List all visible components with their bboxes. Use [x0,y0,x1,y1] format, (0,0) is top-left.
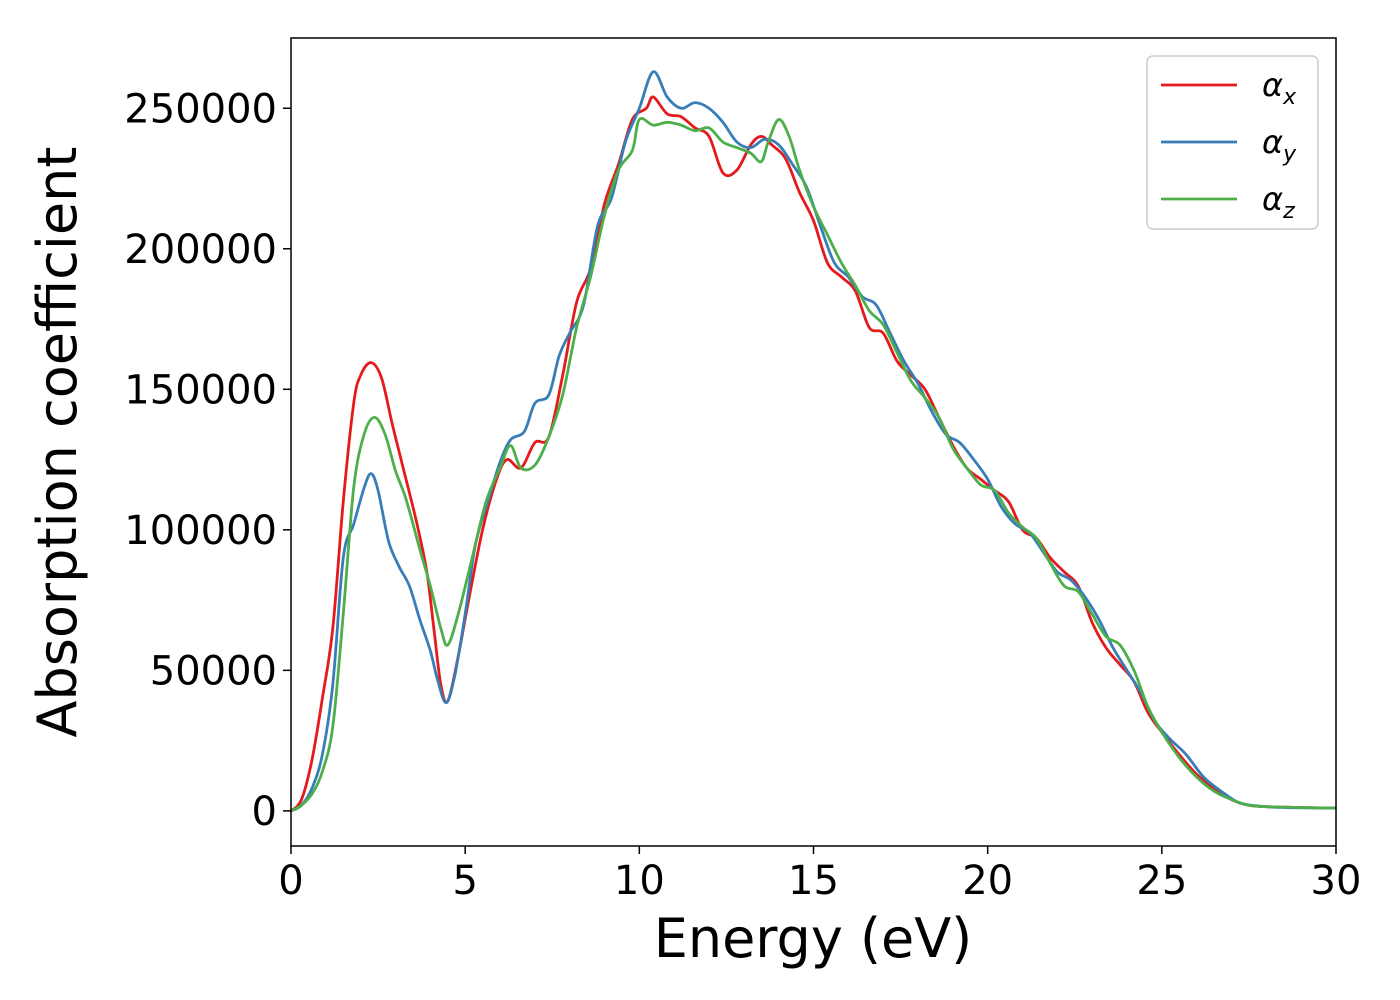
y-tick-label: 200000 [124,227,277,273]
x-axis-ticks: 0 5 10 15 20 25 30 [278,846,1361,904]
x-tick-label: 0 [278,858,303,904]
y-tick-label: 250000 [124,86,277,132]
x-tick-label: 30 [1311,858,1362,904]
y-tick-label: 150000 [124,367,277,413]
y-tick-label: 100000 [124,508,277,554]
series-layer [291,70,1336,813]
x-tick-label: 5 [452,858,477,904]
series-line-α-y [291,70,1336,813]
y-tick-label: 0 [252,789,277,835]
x-tick-label: 15 [788,858,839,904]
x-tick-label: 20 [962,858,1013,904]
y-axis-ticks: 0 50000 100000 150000 200000 250000 [124,86,291,835]
x-tick-label: 25 [1136,858,1187,904]
x-axis-label: Energy (eV) [654,907,973,970]
x-tick-label: 10 [614,858,665,904]
series-line-α-z [291,117,1336,813]
y-axis-label: Absorption coefficient [26,147,89,738]
series-line-α-x [291,95,1336,812]
y-tick-label: 50000 [150,648,277,694]
